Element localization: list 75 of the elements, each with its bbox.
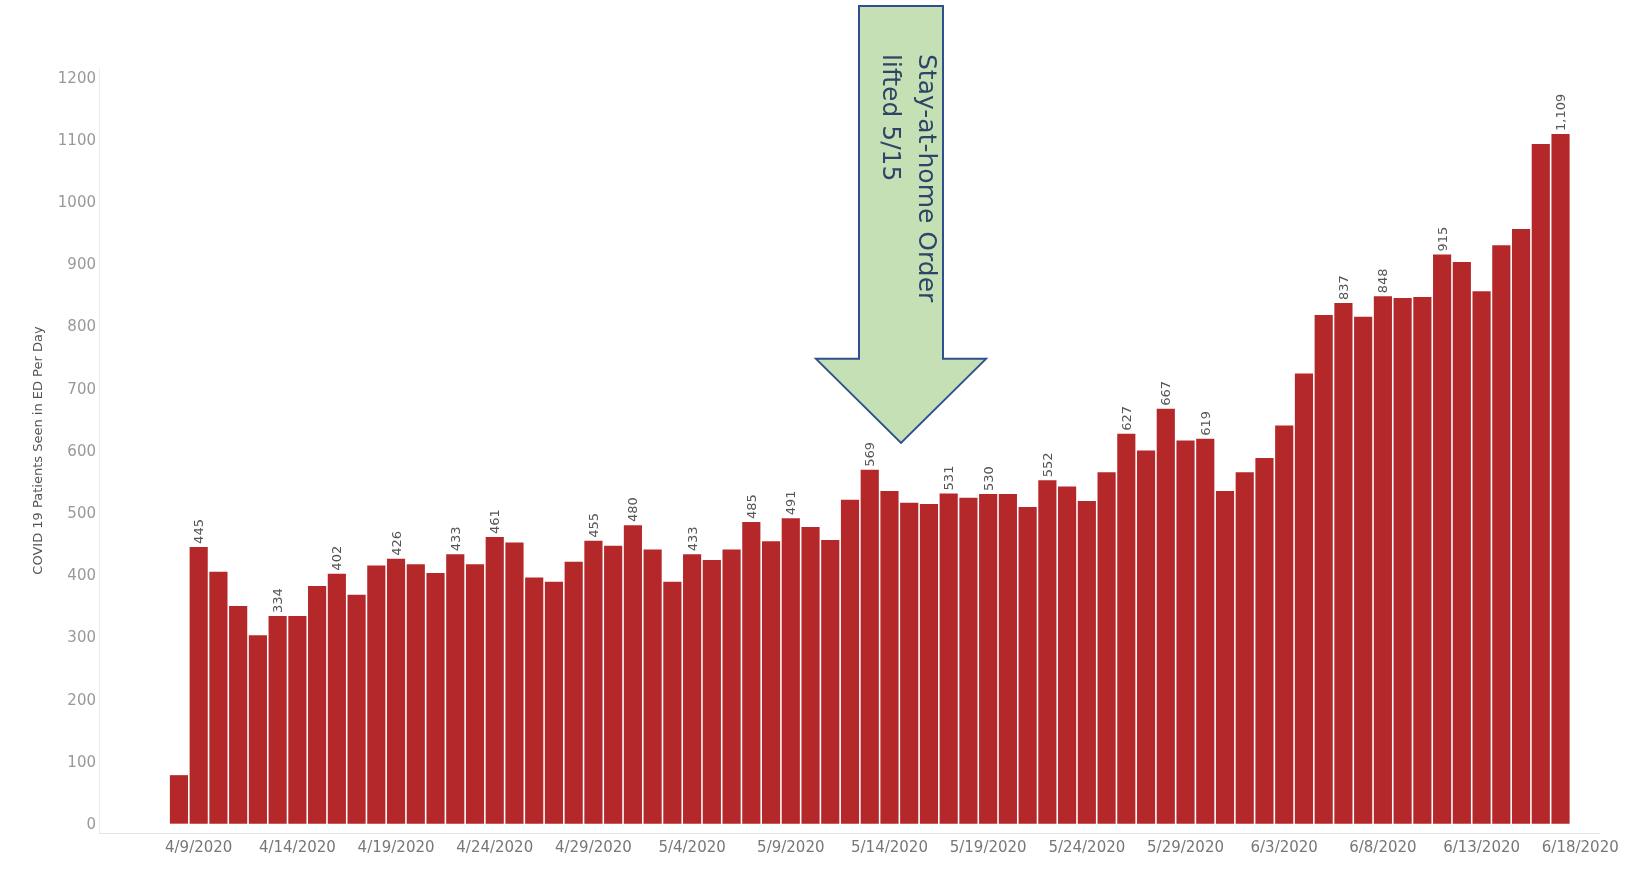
bar (761, 541, 781, 824)
bar (1077, 500, 1096, 824)
data-label: 491 (783, 490, 799, 516)
x-tick-label: 6/8/2020 (1349, 838, 1417, 856)
data-label: 627 (1118, 405, 1134, 431)
y-tick-label: 100 (67, 752, 96, 771)
data-label: 848 (1375, 268, 1391, 294)
data-label: 552 (1039, 452, 1055, 478)
bar (327, 573, 346, 824)
x-tick-label: 5/19/2020 (949, 838, 1027, 856)
data-label: 667 (1158, 381, 1174, 406)
bar (1136, 450, 1156, 824)
bar (840, 499, 860, 824)
y-tick-label: 600 (67, 441, 96, 460)
bar (702, 559, 721, 824)
bar (1452, 262, 1471, 824)
bar (169, 775, 189, 824)
data-label: 433 (684, 526, 700, 552)
x-tick-label: 4/9/2020 (164, 838, 233, 856)
x-tick-label: 6/3/2020 (1250, 838, 1318, 856)
y-axis-title: COVID 19 Patients Seen in ED Per Day (29, 326, 45, 575)
data-label: 619 (1197, 410, 1213, 436)
y-tick-label: 0 (86, 814, 96, 833)
bar (1294, 373, 1314, 824)
x-tick-label: 4/19/2020 (357, 838, 435, 856)
y-tick-label: 500 (67, 503, 96, 522)
x-tick-label: 5/9/2020 (757, 838, 825, 856)
bar (998, 494, 1017, 824)
x-tick-label: 4/24/2020 (456, 838, 534, 856)
data-label: 480 (625, 497, 641, 523)
bar (683, 554, 702, 824)
data-label: 455 (585, 512, 601, 538)
x-tick-label: 6/13/2020 (1443, 838, 1521, 856)
data-label: 531 (941, 465, 957, 491)
bar (544, 581, 564, 824)
bar (623, 525, 642, 824)
x-tick-label: 5/4/2020 (658, 838, 726, 856)
x-tick-label: 4/29/2020 (554, 838, 632, 856)
data-label: 461 (487, 509, 503, 534)
data-label: 837 (1335, 275, 1351, 301)
y-tick-label: 400 (67, 566, 96, 585)
annotation: Stay-at-home Order lifted 5/15 (877, 54, 942, 304)
bar (1433, 254, 1452, 824)
x-tick-label: 5/24/2020 (1048, 838, 1126, 856)
data-label: 569 (862, 441, 878, 467)
data-label: 530 (980, 466, 996, 492)
y-tick-label: 200 (67, 690, 96, 709)
x-tick-label: 6/18/2020 (1541, 838, 1619, 856)
y-tick-label: 1100 (57, 130, 96, 149)
y-tick-label: 1000 (57, 192, 96, 211)
x-tick-label: 4/14/2020 (258, 838, 336, 856)
data-label: 433 (447, 526, 463, 552)
data-label: 402 (329, 545, 345, 571)
bar (1511, 229, 1531, 824)
y-tick-label: 900 (67, 255, 96, 274)
data-label: 1,109 (1553, 93, 1569, 131)
bar (386, 558, 406, 824)
bar (919, 503, 939, 824)
data-label: 426 (388, 530, 404, 556)
bar (1373, 296, 1392, 824)
bar (1215, 490, 1235, 824)
x-tick-label: 5/29/2020 (1147, 838, 1224, 856)
bar (248, 635, 267, 824)
x-tick-label: 5/14/2020 (851, 838, 928, 856)
bar (308, 586, 327, 824)
bar (465, 564, 485, 824)
y-tick-label: 1200 (57, 68, 96, 87)
data-label: 445 (191, 519, 207, 544)
y-tick-label: 700 (67, 379, 96, 398)
data-label: 485 (743, 494, 759, 520)
data-label: 334 (270, 588, 286, 613)
y-tick-label: 800 (67, 317, 96, 336)
bar (1058, 486, 1077, 824)
y-tick-label: 300 (67, 628, 96, 647)
data-label: 915 (1434, 226, 1450, 252)
